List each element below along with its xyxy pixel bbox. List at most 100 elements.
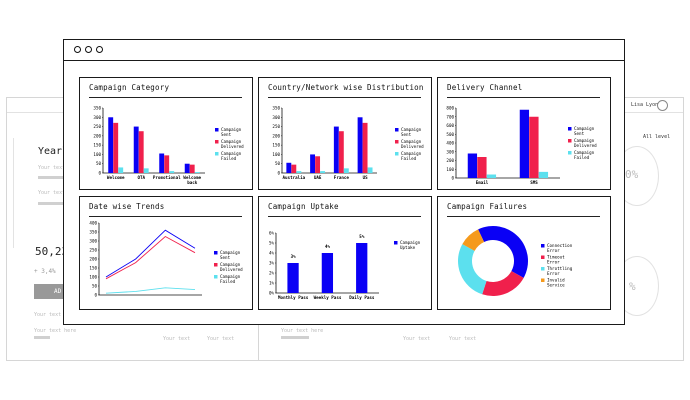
legend-label-timeout-error: Timeout	[547, 255, 565, 260]
x-tick-label-welcome-back: Welcome	[183, 175, 201, 180]
line-campaign-delivered	[105, 235, 196, 280]
legend-label-campaign-failed: Campaign	[401, 151, 422, 156]
legend-label-connection-error: Error	[547, 248, 560, 253]
bar-sms-campaign-failed	[538, 171, 549, 178]
y-tick-label: 200	[272, 133, 280, 138]
bg-heading: Yearl	[38, 146, 69, 157]
y-tick-label: 2%	[269, 271, 275, 276]
y-tick-label: 0	[98, 171, 101, 176]
bar-promotional-campaign-delivered	[164, 155, 170, 173]
window-dot-2-icon[interactable]	[85, 46, 92, 53]
bg-avatar	[657, 100, 668, 111]
bar-monthly-pass-campaign-uptake	[287, 263, 299, 293]
bg-legend-r1: Your text	[403, 336, 431, 342]
window-dot-1-icon[interactable]	[74, 46, 81, 53]
bar-email-campaign-sent	[467, 153, 478, 178]
legend-swatch-campaign-sent	[395, 128, 399, 132]
y-tick-label: 150	[272, 143, 280, 148]
legend-swatch-timeout-error	[541, 255, 545, 259]
bg-label: Your text	[38, 165, 66, 171]
bg-progress-3	[34, 336, 50, 339]
y-tick-label: 100	[272, 152, 280, 157]
y-tick-label: 500	[446, 132, 454, 137]
panel-title: Campaign Category	[89, 83, 170, 92]
bg-label-2: Your text	[38, 190, 66, 196]
panel-rule	[268, 216, 421, 218]
legend-label-campaign-delivered: Campaign	[220, 262, 241, 267]
legend-label-campaign-failed: Campaign	[221, 151, 242, 156]
bar-sms-campaign-delivered	[529, 116, 539, 178]
bar-australia-campaign-sent	[286, 162, 292, 173]
x-tick-label-us: US	[363, 175, 369, 180]
y-tick-label: 800	[446, 106, 454, 111]
panel-title: Campaign Uptake	[268, 202, 339, 211]
legend-label-campaign-sent: Campaign	[220, 250, 241, 255]
bar-uae-campaign-failed	[320, 171, 326, 173]
legend-swatch-throttling-error	[541, 267, 545, 271]
legend-swatch-connection-error	[541, 244, 545, 248]
bg-value: 50,23	[35, 245, 69, 258]
y-tick-label: 150	[93, 143, 101, 148]
x-tick-label-promotional: Promotional	[153, 175, 181, 180]
y-tick-label: 6%	[269, 231, 275, 236]
legend-label-campaign-failed: Campaign	[220, 274, 241, 279]
y-tick-label: 300	[89, 239, 97, 244]
legend-swatch-campaign-uptake	[394, 241, 398, 245]
window-dot-3-icon[interactable]	[96, 46, 103, 53]
legend-label-invalid-service: Service	[547, 283, 565, 288]
slice-invalid-service	[462, 229, 485, 251]
bar-welcome-campaign-failed	[118, 167, 124, 173]
x-tick-label-weekly-pass: Weekly Pass	[314, 295, 342, 300]
x-tick-label-sms: SMS	[530, 180, 538, 185]
bar-ota-campaign-delivered	[138, 131, 144, 173]
legend-swatch-invalid-service	[541, 278, 545, 282]
y-tick-label: 100	[446, 167, 454, 172]
legend-label-throttling-error: Throttling	[547, 266, 573, 271]
chart-campaign-uptake: 0% 1% 2% 3% 4% 5% 6% 3% Monthly Pass 4% Weekly Pas…	[269, 231, 421, 301]
x-tick-label-welcome-back: back	[187, 180, 198, 185]
x-tick-label-france: France	[334, 175, 350, 180]
y-tick-label: 50	[275, 161, 281, 166]
legend-swatch-campaign-failed	[214, 275, 218, 279]
y-tick-label: 350	[89, 230, 97, 235]
panel-country-distribution: Country/Network wise Distribution 0 50 100…	[258, 77, 432, 190]
y-tick-label: 300	[272, 115, 280, 120]
legend-swatch-campaign-delivered	[395, 140, 399, 144]
legend-label-campaign-delivered: Campaign	[221, 139, 242, 144]
legend-label-campaign-uptake: Campaign	[400, 240, 421, 245]
y-tick-label: 200	[446, 158, 454, 163]
legend-label-campaign-sent: Campaign	[574, 126, 595, 131]
bar-daily-pass-campaign-uptake	[356, 243, 368, 293]
x-tick-label-daily-pass: Daily Pass	[349, 295, 375, 300]
bg-user-sub: All level	[643, 134, 671, 140]
legend-label-connection-error: Connection	[547, 243, 573, 248]
y-tick-label: 350	[93, 106, 101, 111]
bg-text-here: Your text here	[34, 312, 77, 318]
legend-label-campaign-uptake: Uptake	[400, 245, 416, 250]
bg-add-button[interactable]: AD	[34, 284, 64, 299]
legend-label-throttling-error: Error	[547, 271, 560, 276]
panel-title: Country/Network wise Distribution	[268, 83, 424, 92]
y-tick-label: 350	[272, 106, 280, 111]
y-tick-label: 0	[451, 176, 454, 181]
bg-legend-r2: Your text	[449, 336, 477, 342]
line-campaign-failed	[105, 287, 196, 294]
bar-promotional-campaign-sent	[159, 153, 165, 173]
bar-uae-campaign-delivered	[315, 156, 321, 173]
slice-timeout-error	[482, 271, 524, 296]
y-tick-label: 5%	[269, 241, 275, 246]
slice-throttling-error	[458, 244, 487, 295]
x-tick-label-email: Email	[476, 180, 489, 185]
panel-delivery-channel: Delivery Channel 0 100 200 300 400 500 600 700 8…	[437, 77, 611, 190]
panel-rule	[447, 216, 600, 218]
bar-sms-campaign-sent	[519, 109, 530, 178]
legend-swatch-campaign-failed	[215, 152, 219, 156]
y-tick-label: 400	[89, 221, 97, 226]
panel-rule	[89, 97, 242, 99]
bar-welcome-back-campaign-failed	[194, 172, 200, 173]
legend-label-campaign-delivered: Campaign	[401, 139, 422, 144]
y-tick-label: 600	[446, 123, 454, 128]
y-tick-label: 0	[277, 171, 280, 176]
bg-text-here-2: Your text here	[34, 328, 77, 334]
y-tick-label: 100	[93, 152, 101, 157]
